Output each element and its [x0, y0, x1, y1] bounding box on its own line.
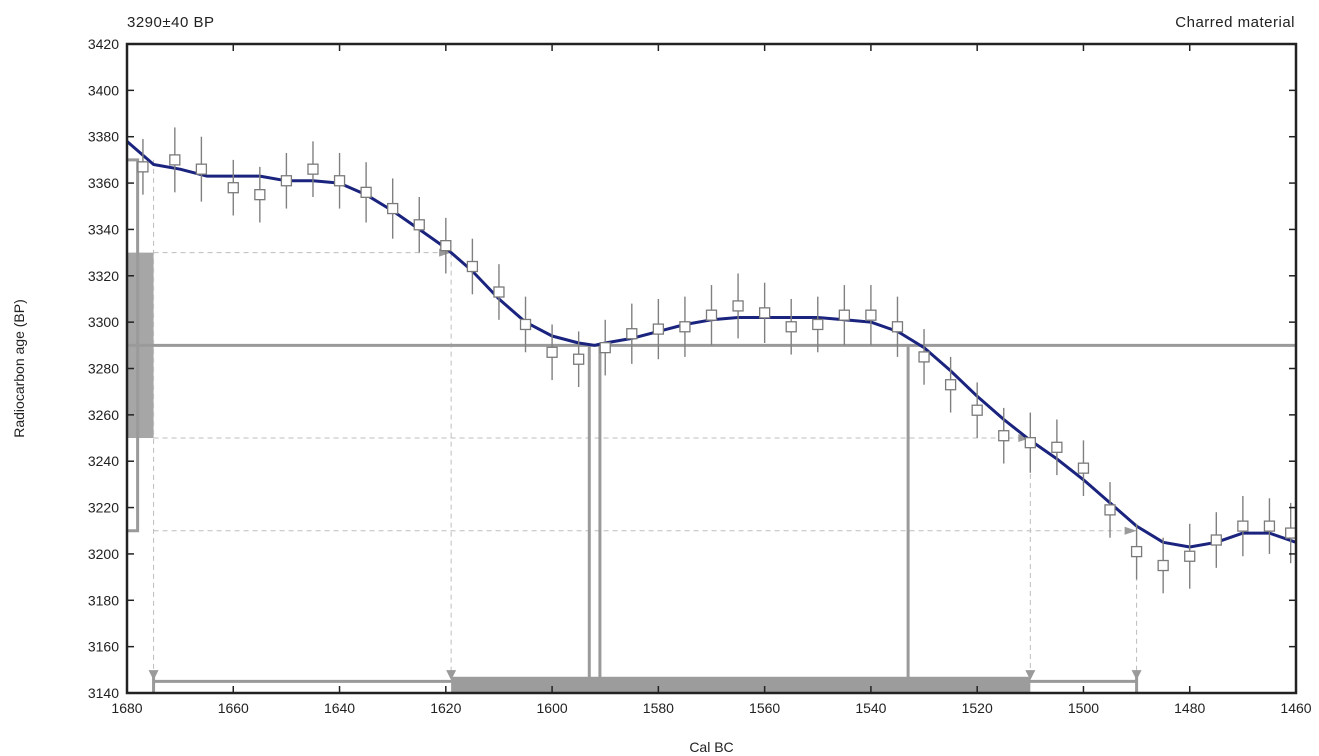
x-tick-label: 1460	[1280, 700, 1311, 716]
x-tick-label: 1620	[430, 700, 461, 716]
data-point-marker	[758, 307, 771, 319]
x-tick-label: 1640	[324, 700, 355, 716]
data-point-marker	[626, 328, 638, 340]
data-point-marker	[732, 300, 744, 312]
data-point-marker	[812, 318, 824, 331]
y-tick-label: 3360	[88, 175, 119, 191]
data-point-marker	[440, 240, 452, 252]
y-tick-label: 3420	[88, 36, 119, 52]
x-tick-label: 1660	[218, 700, 249, 716]
data-point-marker	[838, 309, 850, 321]
data-point-marker	[493, 286, 505, 298]
calibration-curve-layer	[126, 140, 1297, 549]
data-point-marker	[1210, 534, 1222, 546]
data-point-marker	[918, 351, 930, 363]
plot-frame	[125, 42, 1298, 695]
range-arrow-head	[446, 670, 457, 681]
y-tick-label: 3340	[88, 221, 119, 237]
data-point-marker	[227, 182, 239, 194]
data-point-marker	[546, 346, 558, 358]
data-point-marker	[333, 175, 346, 187]
data-points-layer	[137, 127, 1297, 594]
y-tick-label: 3280	[88, 361, 119, 377]
data-point-marker	[573, 353, 585, 365]
data-point-marker	[254, 189, 266, 201]
data-point-marker	[1077, 462, 1090, 474]
data-point-marker	[679, 321, 691, 333]
data-point-marker	[599, 341, 611, 354]
x-tick-label: 1600	[537, 700, 568, 716]
data-point-marker	[1237, 520, 1249, 532]
y-axis-label: Radiocarbon age (BP)	[11, 299, 27, 438]
data-point-marker	[785, 321, 797, 333]
data-point-marker	[169, 154, 181, 166]
data-point-marker	[137, 161, 149, 173]
data-point-marker	[1157, 559, 1169, 572]
calibration-curve-line	[126, 140, 1297, 549]
data-point-marker	[466, 260, 479, 273]
data-point-marker	[413, 219, 425, 231]
data-point-marker	[307, 163, 319, 175]
data-point-marker	[1130, 545, 1143, 558]
one-sigma-range-bar	[451, 676, 1031, 692]
sample-age-header: 3290±40 BP	[127, 14, 215, 31]
data-point-marker	[971, 404, 983, 416]
data-point-marker	[865, 309, 877, 321]
data-point-marker	[280, 175, 293, 187]
y-tick-label: 3320	[88, 268, 119, 284]
x-tick-label: 1540	[855, 700, 886, 716]
y-tick-label: 3160	[88, 639, 119, 655]
x-tick-label: 1500	[1068, 700, 1099, 716]
y-tick-label: 3140	[88, 685, 119, 701]
y-tick-label: 3400	[88, 82, 119, 98]
data-point-marker	[360, 186, 372, 198]
y-tick-label: 3240	[88, 453, 119, 469]
x-tick-label: 1580	[643, 700, 674, 716]
y-tick-label: 3260	[88, 407, 119, 423]
data-point-marker	[944, 379, 957, 391]
data-point-marker	[195, 163, 208, 175]
y-tick-label: 3200	[88, 546, 119, 562]
data-point-marker	[387, 202, 399, 215]
data-point-marker	[998, 430, 1010, 442]
x-tick-label: 1680	[111, 700, 142, 716]
y-tick-label: 3180	[88, 592, 119, 608]
data-point-marker	[1263, 520, 1276, 532]
x-tick-label: 1480	[1174, 700, 1205, 716]
y-tick-label: 3380	[88, 129, 119, 145]
data-point-marker	[1024, 437, 1036, 449]
data-point-marker	[652, 323, 665, 335]
data-point-marker	[1285, 527, 1297, 539]
data-point-marker	[1184, 550, 1196, 562]
x-tick-label: 1520	[962, 700, 993, 716]
data-point-marker	[1051, 441, 1063, 453]
x-tick-label: 1560	[749, 700, 780, 716]
sigma-arrow-head	[1018, 434, 1031, 443]
sigma-arrow-head	[1124, 526, 1137, 535]
range-arrow-head	[1025, 670, 1036, 681]
x-axis-label: Cal BC	[689, 739, 733, 755]
data-point-marker	[519, 318, 532, 331]
data-point-marker	[705, 309, 718, 321]
data-point-marker	[1104, 504, 1116, 516]
background-layer	[127, 158, 1296, 693]
material-header: Charred material	[1175, 14, 1295, 31]
data-point-marker	[891, 321, 904, 333]
y-tick-label: 3220	[88, 500, 119, 516]
axes-layer: 1680 1660 1640 1620 1600 1580 1560 1540 1520 1500…	[88, 36, 1312, 716]
y-tick-label: 3300	[88, 314, 119, 330]
